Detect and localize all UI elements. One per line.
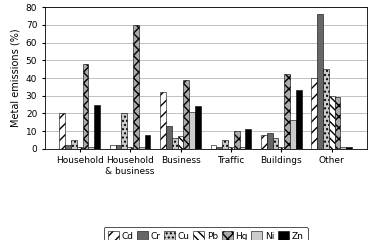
Bar xyxy=(340,147,346,149)
Legend: Cd, Cr, Cu, Pb, Hg, Ni, Zn: Cd, Cr, Cu, Pb, Hg, Ni, Zn xyxy=(104,227,308,240)
Bar xyxy=(94,105,100,149)
Bar xyxy=(65,145,71,149)
Bar xyxy=(71,140,77,149)
Bar xyxy=(278,147,284,149)
Bar xyxy=(334,97,340,149)
Bar xyxy=(245,129,251,149)
Bar xyxy=(139,147,145,149)
Bar xyxy=(284,74,290,149)
Bar xyxy=(122,114,127,149)
Bar xyxy=(145,135,150,149)
Bar xyxy=(234,131,240,149)
Bar xyxy=(59,114,65,149)
Bar xyxy=(89,147,94,149)
Bar xyxy=(222,140,228,149)
Bar xyxy=(166,126,172,149)
Bar xyxy=(296,90,301,149)
Bar xyxy=(311,78,317,149)
Bar xyxy=(273,138,278,149)
Bar xyxy=(83,64,89,149)
Bar xyxy=(240,147,245,149)
Bar xyxy=(127,147,133,149)
Y-axis label: Metal emissions (%): Metal emissions (%) xyxy=(10,29,20,127)
Bar xyxy=(116,145,122,149)
Bar xyxy=(211,145,217,149)
Bar xyxy=(346,147,352,149)
Bar xyxy=(160,92,166,149)
Bar xyxy=(195,106,201,149)
Bar xyxy=(317,14,323,149)
Bar xyxy=(172,138,178,149)
Bar xyxy=(77,147,83,149)
Bar xyxy=(183,80,189,149)
Bar xyxy=(133,25,139,149)
Bar xyxy=(329,96,334,149)
Bar xyxy=(228,147,234,149)
Bar xyxy=(217,147,222,149)
Bar xyxy=(261,135,267,149)
Bar xyxy=(178,136,183,149)
Bar xyxy=(290,120,296,149)
Bar xyxy=(267,133,273,149)
Bar xyxy=(323,69,329,149)
Bar xyxy=(110,145,116,149)
Bar xyxy=(189,112,195,149)
